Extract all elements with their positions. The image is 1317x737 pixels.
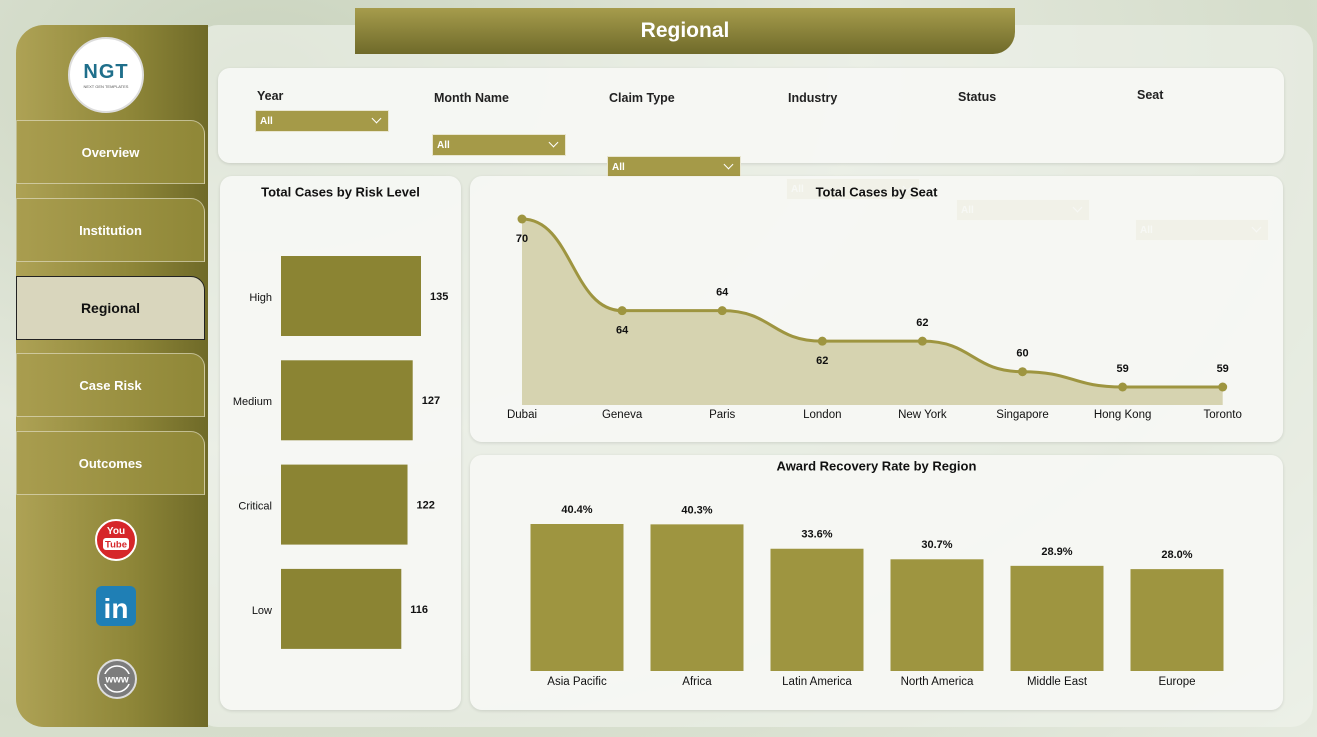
category-label: North America	[901, 676, 974, 688]
web-icon[interactable]: www	[96, 658, 138, 700]
category-label: Paris	[709, 409, 735, 421]
value-label: 62	[816, 355, 828, 367]
value-label: 30.7%	[921, 539, 952, 551]
chart-title: Total Cases by Risk Level	[261, 184, 420, 199]
value-label: 59	[1116, 363, 1128, 375]
filter-dropdown[interactable]: All	[255, 110, 389, 132]
filter-label: Status	[958, 90, 997, 104]
category-label: Low	[252, 605, 272, 617]
category-label: Geneva	[602, 409, 643, 421]
point	[917, 336, 927, 346]
filter-dropdown[interactable]: All	[432, 134, 566, 156]
youtube-icon[interactable]: You Tube	[94, 518, 138, 562]
category-label: Hong Kong	[1094, 409, 1152, 421]
category-label: Singapore	[996, 409, 1048, 421]
bar	[890, 559, 984, 671]
logo: NGT NEXT GEN TEMPLATES	[68, 37, 144, 113]
filter-label: Industry	[788, 91, 838, 105]
chart: Total Cases by Risk Level High 135 Medium 12…	[233, 184, 448, 649]
bar	[650, 524, 744, 671]
point	[1218, 382, 1228, 392]
value-label: 33.6%	[801, 529, 832, 541]
value-label: 40.3%	[681, 504, 712, 516]
icon-box	[103, 538, 129, 550]
category-label: Europe	[1158, 676, 1195, 688]
nav-button[interactable]: Overview	[16, 120, 205, 184]
value-label: 116	[410, 604, 428, 616]
icon-text: You	[107, 526, 125, 537]
bar	[1010, 565, 1104, 671]
nav-button[interactable]: Outcomes	[16, 431, 205, 495]
value-label: 70	[516, 233, 528, 245]
value-label: 60	[1016, 348, 1028, 360]
value-label: 127	[422, 395, 440, 407]
logo-tagline: NEXT GEN TEMPLATES	[83, 84, 129, 89]
category-label: High	[249, 292, 272, 304]
point	[517, 214, 527, 224]
category-label: Latin America	[782, 676, 852, 688]
filter-label: Year	[257, 89, 284, 103]
point	[617, 306, 627, 316]
value-label: 64	[616, 325, 629, 337]
bar	[281, 360, 413, 441]
bar	[530, 524, 624, 671]
chart-card: Award Recovery Rate by Region 40.4% Asia P…	[470, 455, 1283, 710]
category-label: Dubai	[507, 409, 537, 421]
point	[817, 336, 827, 346]
category-label: London	[803, 409, 841, 421]
category-label: Middle East	[1027, 676, 1088, 688]
value-label: 28.9%	[1041, 546, 1072, 558]
value-label: 40.4%	[561, 504, 592, 516]
value-label: 135	[430, 291, 448, 303]
category-label: Africa	[682, 676, 712, 688]
category-label: Asia Pacific	[547, 676, 607, 688]
icon-text: Tube	[105, 540, 127, 551]
point	[1118, 382, 1128, 392]
bar	[281, 568, 402, 649]
icon-text: in	[104, 593, 129, 624]
chart-title: Award Recovery Rate by Region	[777, 458, 977, 473]
chart-title: Total Cases by Seat	[816, 184, 939, 199]
category-label: Toronto	[1204, 409, 1242, 421]
filter-label: Seat	[1137, 88, 1164, 102]
filter-label: Claim Type	[609, 91, 675, 105]
filter-panel	[218, 68, 1284, 163]
category-label: New York	[898, 409, 947, 421]
value-label: 64	[716, 287, 729, 299]
chart: Award Recovery Rate by Region 40.4% Asia P…	[530, 458, 1224, 688]
value-label: 59	[1217, 363, 1229, 375]
bar	[1130, 569, 1224, 671]
icon-text: www	[104, 675, 129, 686]
bar	[281, 256, 421, 336]
page-title: Regional	[355, 8, 1015, 54]
icon-bg	[96, 586, 136, 626]
filter-label: Month Name	[434, 91, 509, 105]
logo-text: NGT	[83, 61, 129, 83]
icon-band	[102, 674, 132, 684]
chart-card: Total Cases by Seat 70 Dubai 64 Geneva 64 Pari…	[470, 176, 1283, 442]
bar	[281, 464, 408, 545]
nav-button[interactable]: Institution	[16, 198, 205, 262]
value-label: 122	[417, 500, 435, 512]
category-label: Medium	[233, 396, 272, 408]
nav-button[interactable]: Regional	[16, 276, 205, 340]
linkedin-icon[interactable]: in	[95, 585, 137, 627]
filter-dropdown[interactable]: All	[607, 156, 741, 178]
bar	[770, 548, 864, 671]
point	[717, 306, 727, 316]
point	[1018, 367, 1027, 377]
chart-card: Total Cases by Risk Level High 135 Medium 12…	[220, 176, 461, 710]
value-label: 28.0%	[1161, 549, 1192, 561]
area	[522, 219, 1223, 405]
value-label: 62	[916, 317, 928, 329]
nav-button[interactable]: Case Risk	[16, 353, 205, 417]
category-label: Critical	[238, 501, 272, 513]
chart: Total Cases by Seat 70 Dubai 64 Geneva 64 Pari…	[507, 184, 1242, 421]
